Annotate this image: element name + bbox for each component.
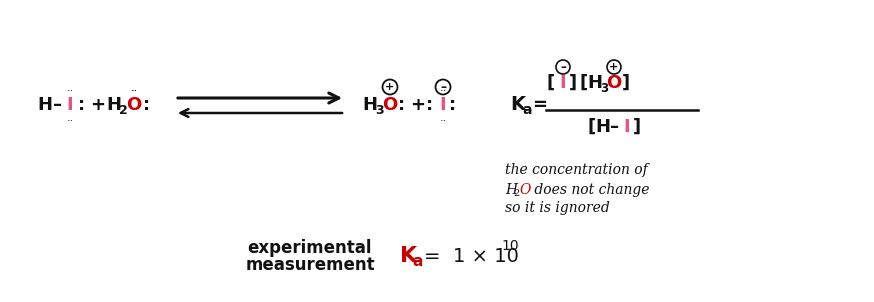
Text: O: O — [607, 74, 621, 92]
Text: +: + — [385, 82, 395, 92]
Text: ]: ] — [633, 118, 641, 136]
Text: I: I — [559, 74, 566, 92]
Text: +: + — [91, 96, 106, 114]
Text: ]: ] — [622, 74, 630, 92]
Text: :: : — [399, 96, 406, 114]
Text: 3: 3 — [375, 104, 384, 117]
Text: ··: ·· — [66, 116, 73, 126]
Text: H: H — [107, 96, 121, 114]
Text: [: [ — [580, 74, 588, 92]
Text: K: K — [510, 95, 525, 114]
Text: [: [ — [588, 118, 596, 136]
Text: so it is ignored: so it is ignored — [505, 201, 610, 215]
Text: I: I — [624, 118, 630, 136]
Text: O: O — [127, 96, 142, 114]
Text: +: + — [411, 96, 426, 114]
Text: H: H — [587, 74, 602, 92]
Text: K: K — [400, 246, 417, 266]
Text: ··: ·· — [440, 116, 447, 126]
Text: ··: ·· — [440, 86, 447, 96]
Text: 2: 2 — [119, 104, 128, 117]
Text: :: : — [79, 96, 86, 114]
Text: measurement: measurement — [246, 256, 375, 274]
Text: :: : — [143, 96, 150, 114]
Text: 10: 10 — [501, 239, 518, 253]
Text: :: : — [449, 96, 456, 114]
Text: =  1 × 10: = 1 × 10 — [424, 246, 519, 265]
Text: =: = — [532, 96, 547, 114]
Text: H: H — [363, 96, 378, 114]
Text: I: I — [440, 96, 447, 114]
Text: ]: ] — [569, 74, 577, 92]
Text: H: H — [38, 96, 52, 114]
Text: :: : — [427, 96, 434, 114]
Text: –: – — [53, 96, 63, 114]
Text: O: O — [519, 183, 531, 197]
Text: 3: 3 — [600, 82, 608, 95]
Text: I: I — [66, 96, 73, 114]
Text: –: – — [610, 118, 620, 136]
Text: a: a — [412, 253, 422, 268]
Text: ··: ·· — [66, 86, 73, 96]
Text: –: – — [560, 60, 566, 73]
Text: +: + — [609, 62, 619, 72]
Text: the concentration of: the concentration of — [505, 163, 648, 177]
Text: ··: ·· — [130, 86, 137, 96]
Text: a: a — [522, 103, 531, 117]
Text: H: H — [505, 183, 517, 197]
Text: experimental: experimental — [247, 239, 372, 257]
Text: [: [ — [547, 74, 555, 92]
Text: H: H — [595, 118, 611, 136]
Text: –: – — [440, 81, 446, 94]
Text: ··: ·· — [130, 86, 137, 96]
Text: 2: 2 — [513, 188, 519, 198]
Text: does not change: does not change — [530, 183, 649, 197]
Text: O: O — [383, 96, 398, 114]
